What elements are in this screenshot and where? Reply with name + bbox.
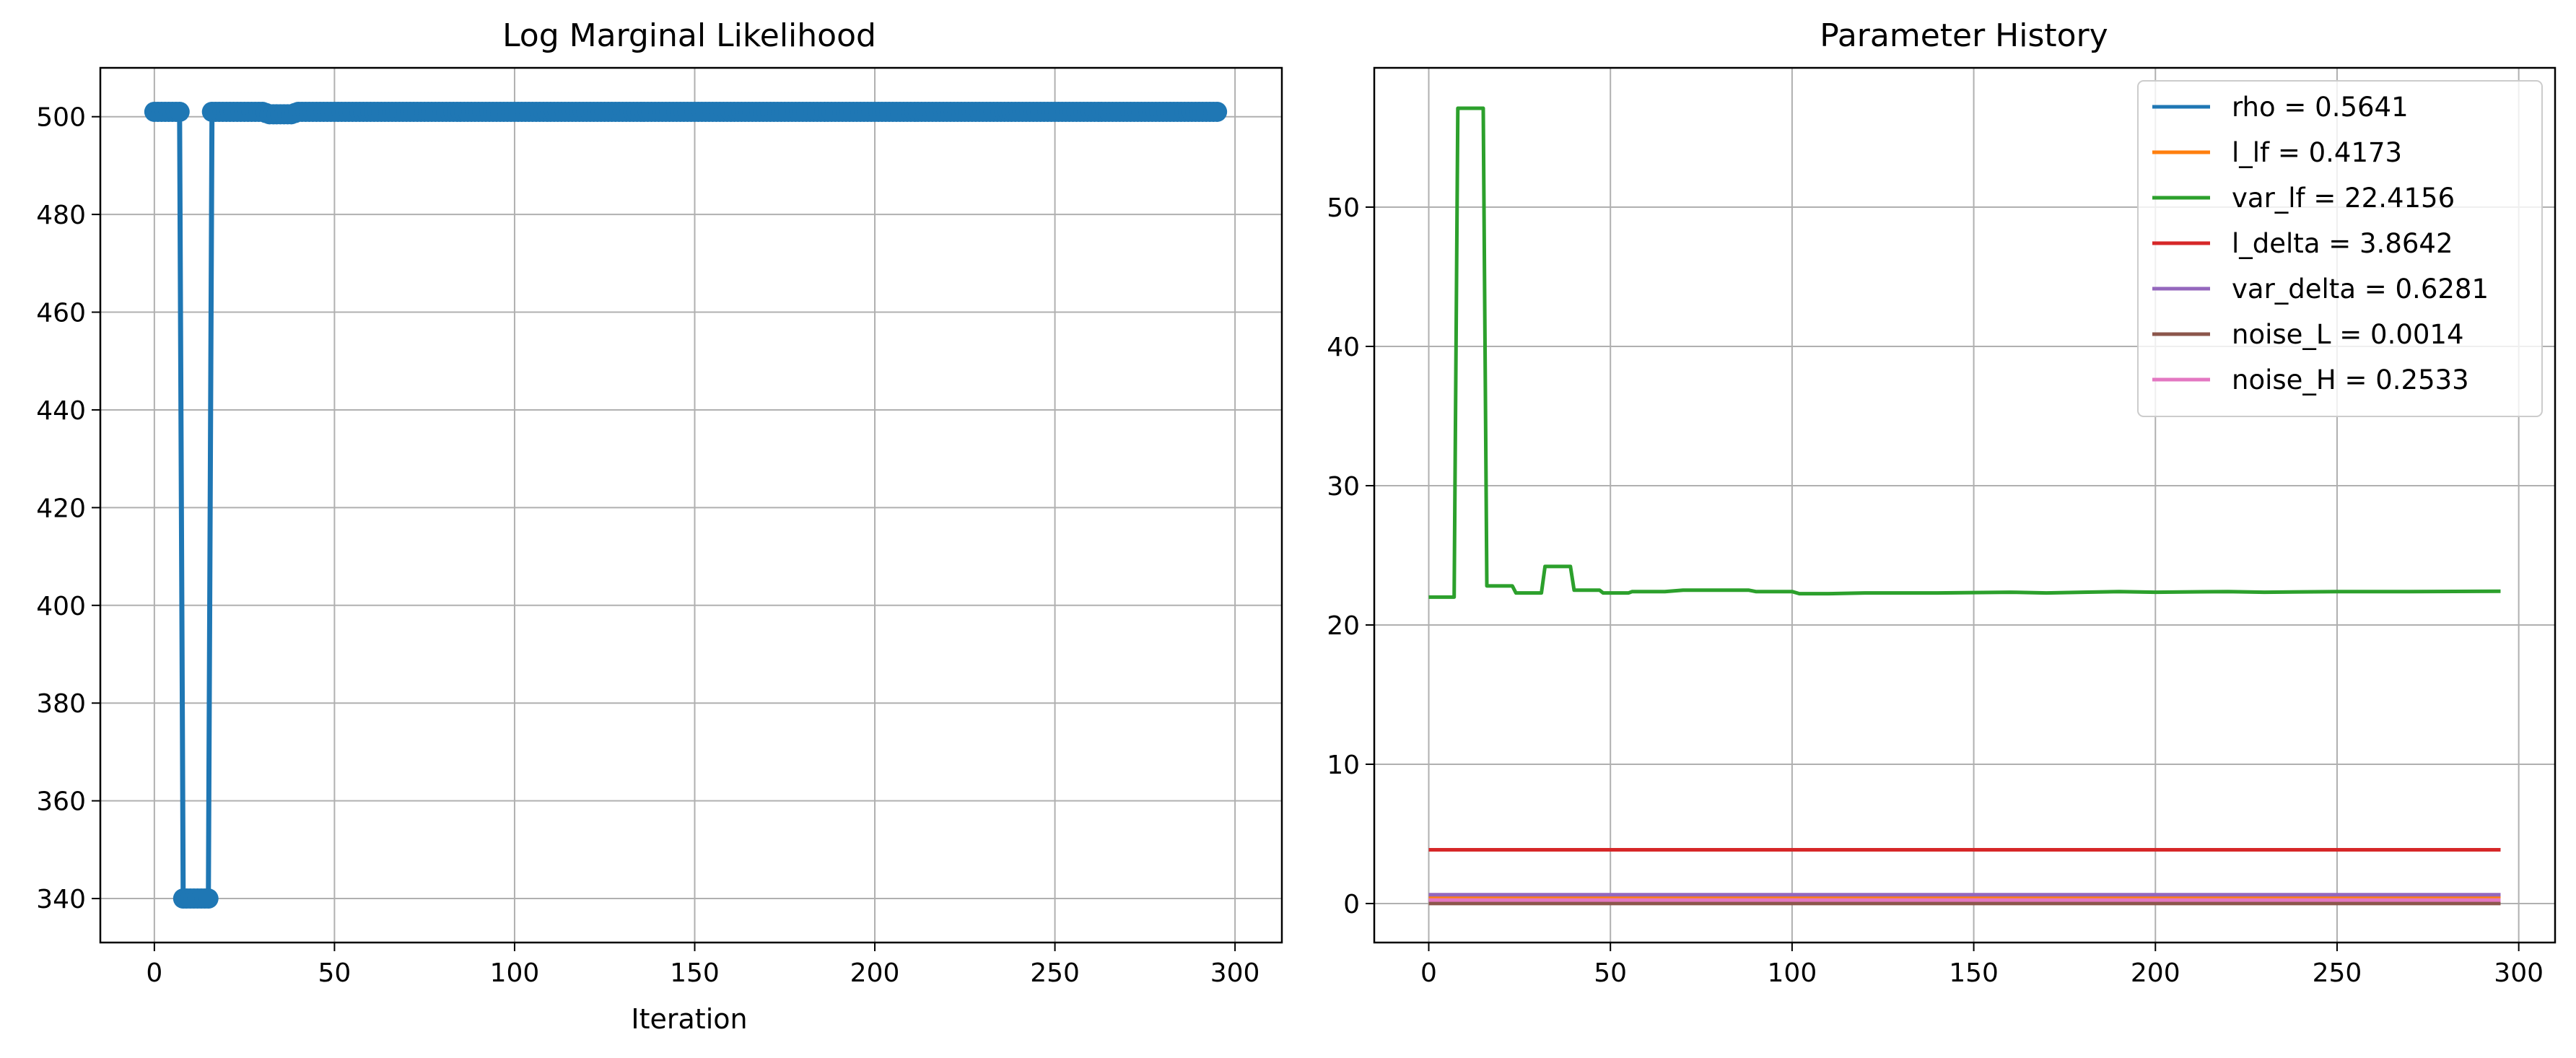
x-tick-label: 0 [1420, 958, 1437, 988]
parameter-history-x-ticks: 0 50 100 150 200 250 300 [1420, 943, 2544, 988]
x-tick-label: 300 [1210, 958, 1260, 988]
y-tick-label: 30 [1327, 472, 1360, 502]
x-tick-label: 250 [2313, 958, 2362, 988]
parameter-history-legend: rho = 0.5641 l_lf = 0.4173 var_lf = 22.415… [2137, 80, 2543, 417]
x-tick-label: 200 [2131, 958, 2180, 988]
y-tick-label: 440 [36, 396, 86, 426]
data-point-marker [198, 888, 219, 909]
y-tick-label: 480 [36, 201, 86, 230]
y-tick-label: 400 [36, 592, 86, 621]
likelihood-y-ticks: 340 360 380 400 420 440 460 480 500 [36, 103, 100, 914]
data-point-marker [169, 101, 190, 122]
likelihood-title: Log Marginal Likelihood [502, 17, 876, 54]
likelihood-x-axis-label: Iteration [631, 1003, 747, 1035]
y-tick-label: 360 [36, 787, 86, 817]
y-tick-label: 340 [36, 885, 86, 914]
noise-l-legend-label: noise_L = 0.0014 [2232, 319, 2464, 350]
parameter-history-title: Parameter History [1820, 17, 2108, 54]
likelihood-x-ticks: 0 50 100 150 200 250 300 [146, 943, 1259, 988]
y-tick-label: 380 [36, 689, 86, 719]
x-tick-label: 0 [146, 958, 162, 988]
x-tick-label: 200 [850, 958, 900, 988]
x-tick-label: 50 [318, 958, 351, 988]
y-tick-label: 0 [1343, 890, 1360, 919]
y-tick-label: 500 [36, 103, 86, 133]
parameter-history-axes-frame [1373, 66, 2557, 944]
var-lf-series-line [1428, 106, 2501, 599]
x-tick-label: 150 [1949, 958, 1999, 988]
noise-h-legend-label: noise_H = 0.2533 [2232, 364, 2469, 395]
parameter-history-y-ticks: 0 10 20 30 40 50 [1327, 193, 1374, 919]
likelihood-plot-area [144, 101, 1228, 909]
y-tick-label: 40 [1327, 333, 1360, 362]
x-tick-label: 150 [670, 958, 720, 988]
var-delta-legend-label: var_delta = 0.6281 [2232, 274, 2489, 305]
l-lf-legend-label: l_lf = 0.4173 [2232, 137, 2402, 168]
y-tick-label: 460 [36, 299, 86, 328]
l-delta-legend-label: l_delta = 3.8642 [2232, 228, 2453, 259]
likelihood-axes-frame [99, 66, 1283, 944]
parameter-history-panel: Parameter History 0 50 100 150 200 250 300 0 10… [1327, 17, 2557, 988]
y-tick-label: 20 [1327, 611, 1360, 641]
x-tick-label: 100 [490, 958, 540, 988]
var-lf-legend-label: var_lf = 22.4156 [2232, 183, 2455, 214]
legend-box [2137, 80, 2543, 417]
rho-legend-label: rho = 0.5641 [2232, 92, 2409, 123]
y-tick-label: 420 [36, 494, 86, 523]
data-point-marker [1207, 101, 1228, 122]
parameter-history-plot-area [1428, 106, 2501, 906]
x-tick-label: 300 [2494, 958, 2544, 988]
x-tick-label: 100 [1768, 958, 1817, 988]
y-tick-label: 50 [1327, 193, 1360, 223]
x-tick-label: 250 [1030, 958, 1080, 988]
y-tick-label: 10 [1327, 751, 1360, 780]
likelihood-panel: Log Marginal Likelihood 0 50 100 150 200 250 3… [36, 17, 1283, 1035]
x-tick-label: 50 [1594, 958, 1627, 988]
